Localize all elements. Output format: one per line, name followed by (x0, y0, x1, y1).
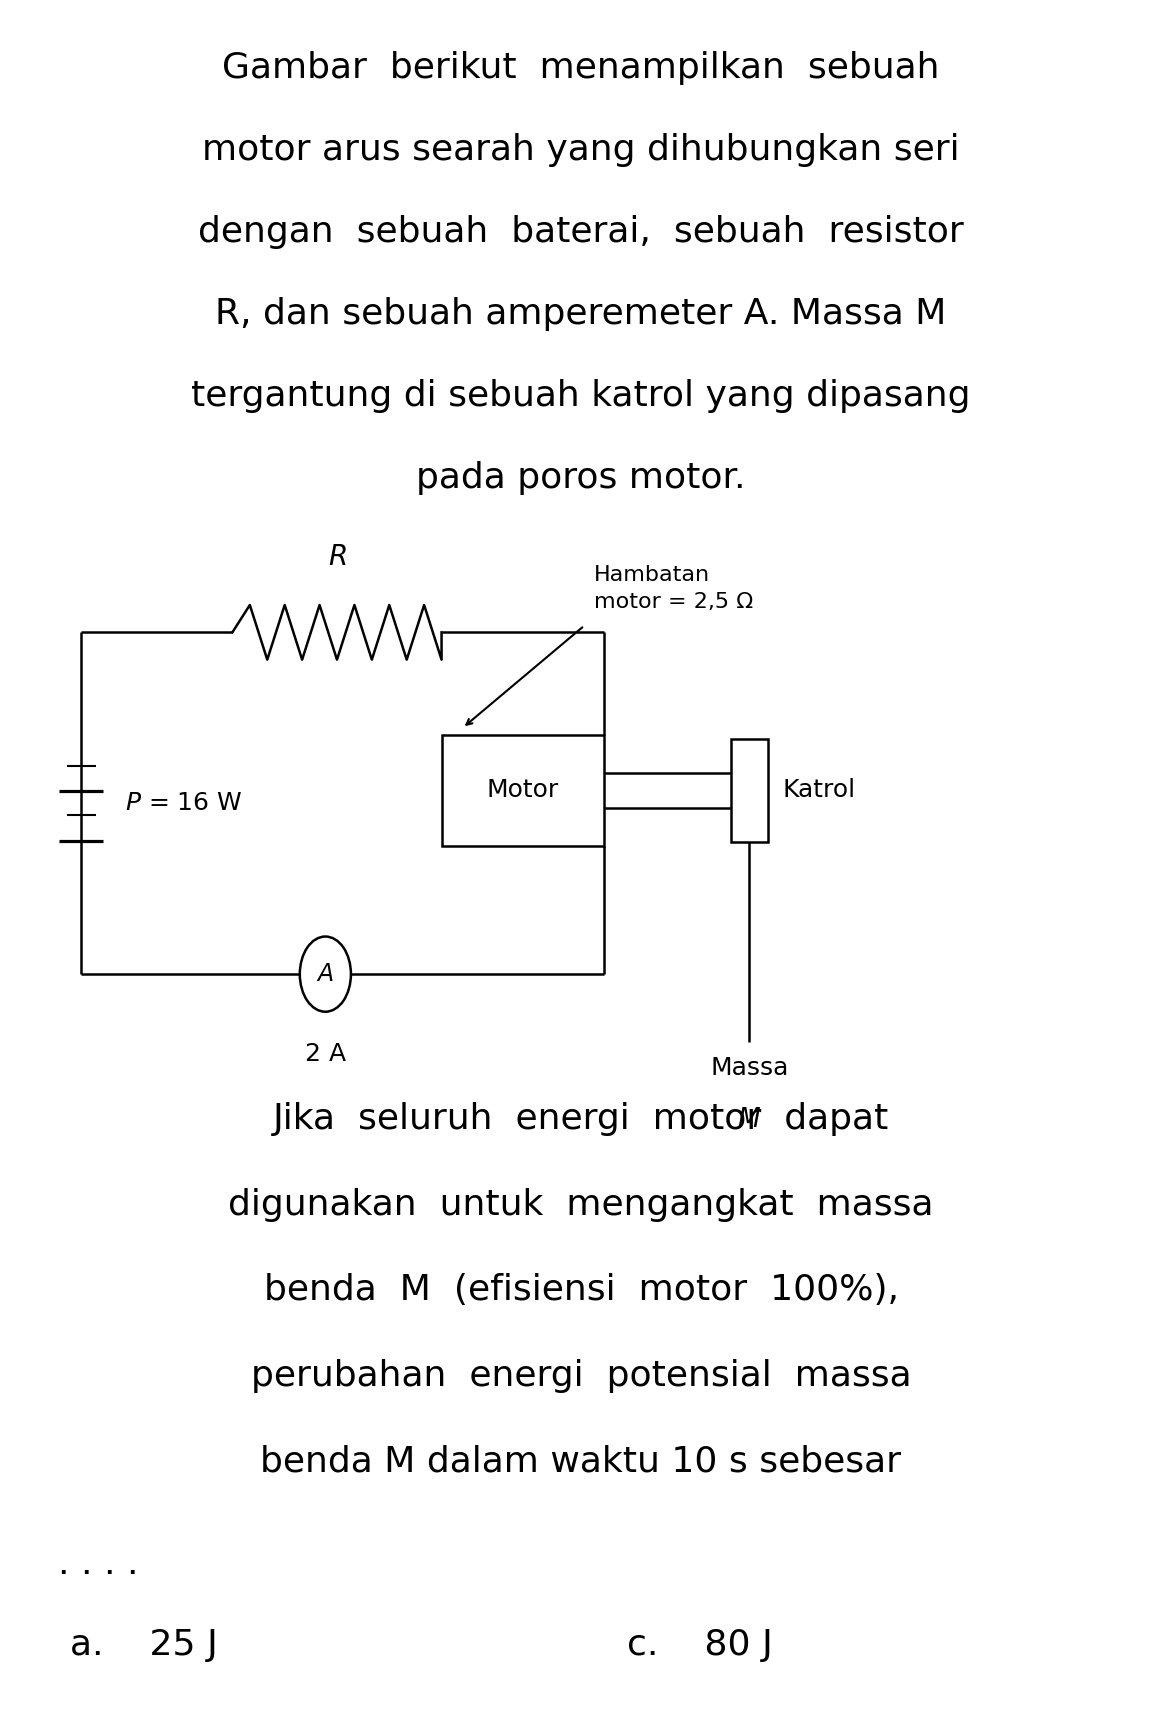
Text: motor arus searah yang dihubungkan seri: motor arus searah yang dihubungkan seri (202, 133, 960, 167)
Text: Motor: Motor (487, 778, 559, 803)
Text: perubahan  energi  potensial  massa: perubahan energi potensial massa (251, 1359, 911, 1393)
Text: 2 A: 2 A (304, 1042, 346, 1066)
Text: c.    80 J: c. 80 J (627, 1627, 773, 1661)
Text: $P$ = 16 W: $P$ = 16 W (125, 791, 243, 815)
Text: $R$: $R$ (328, 543, 346, 571)
Text: digunakan  untuk  mengangkat  massa: digunakan untuk mengangkat massa (228, 1188, 934, 1222)
Circle shape (300, 937, 351, 1012)
Text: Massa: Massa (710, 1056, 789, 1080)
Text: Jika  seluruh  energi  motor  dapat: Jika seluruh energi motor dapat (273, 1102, 889, 1136)
Bar (442, 735, 604, 846)
Text: benda  M  (efisiensi  motor  100%),: benda M (efisiensi motor 100%), (264, 1273, 898, 1307)
Text: Katrol: Katrol (782, 778, 855, 803)
Text: R, dan sebuah amperemeter A. Massa M: R, dan sebuah amperemeter A. Massa M (215, 297, 947, 332)
Text: tergantung di sebuah katrol yang dipasang: tergantung di sebuah katrol yang dipasan… (192, 379, 970, 414)
Text: a.    25 J: a. 25 J (70, 1627, 217, 1661)
Text: A: A (317, 962, 333, 986)
Text: Gambar  berikut  menampilkan  sebuah: Gambar berikut menampilkan sebuah (222, 51, 940, 85)
Text: $M$: $M$ (738, 1107, 761, 1133)
Text: pada poros motor.: pada poros motor. (416, 461, 746, 496)
Text: . . . .: . . . . (58, 1547, 138, 1581)
Text: Hambatan
motor = 2,5 Ω: Hambatan motor = 2,5 Ω (594, 566, 753, 612)
Text: dengan  sebuah  baterai,  sebuah  resistor: dengan sebuah baterai, sebuah resistor (199, 215, 963, 250)
Bar (731, 740, 768, 843)
Text: benda M dalam waktu 10 s sebesar: benda M dalam waktu 10 s sebesar (260, 1444, 902, 1478)
